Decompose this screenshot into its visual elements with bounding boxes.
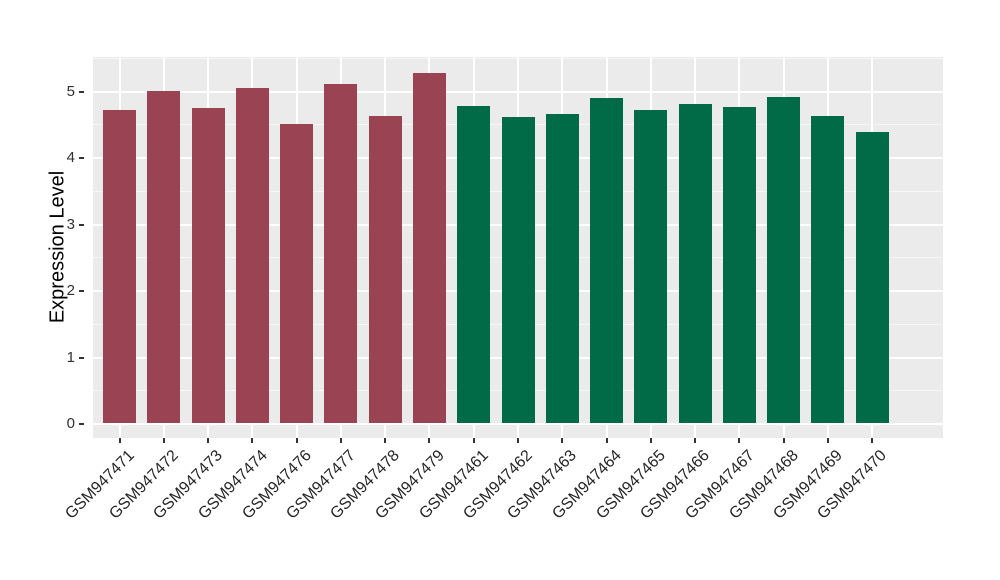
bar-GSM947465 bbox=[634, 109, 668, 423]
x-tick-mark bbox=[428, 438, 431, 443]
x-tick-mark bbox=[782, 438, 785, 443]
x-tick-mark bbox=[738, 438, 741, 443]
x-tick-mark bbox=[649, 438, 652, 443]
bar-GSM947476 bbox=[280, 123, 314, 423]
y-axis-title: Expression Level bbox=[46, 170, 69, 324]
bar-GSM947462 bbox=[501, 117, 535, 423]
bar-GSM947464 bbox=[590, 97, 624, 423]
bar-GSM947468 bbox=[767, 97, 801, 423]
bar-GSM947467 bbox=[722, 107, 756, 423]
y-tick-mark bbox=[79, 423, 84, 425]
y-tick-label: 0 bbox=[66, 415, 75, 432]
y-tick-label: 5 bbox=[66, 82, 75, 100]
bar-GSM947474 bbox=[235, 87, 269, 423]
bar-GSM947461 bbox=[457, 106, 491, 423]
x-tick-mark bbox=[871, 438, 874, 443]
bar-GSM947470 bbox=[855, 131, 889, 423]
bar-GSM947469 bbox=[811, 116, 845, 423]
x-tick-mark bbox=[118, 438, 121, 443]
x-tick-mark bbox=[295, 438, 298, 443]
bar-GSM947466 bbox=[678, 103, 712, 423]
y-tick-label: 4 bbox=[66, 149, 75, 166]
bar-GSM947472 bbox=[147, 90, 181, 423]
x-tick-mark bbox=[561, 438, 564, 443]
bar-GSM947463 bbox=[545, 114, 579, 423]
y-tick-label: 2 bbox=[66, 282, 75, 299]
y-tick-mark bbox=[79, 223, 84, 226]
x-tick-mark bbox=[207, 438, 210, 443]
bar-GSM947478 bbox=[368, 116, 402, 423]
x-tick-mark bbox=[826, 438, 829, 443]
y-tick-label: 3 bbox=[66, 215, 75, 233]
bar-GSM947477 bbox=[324, 83, 358, 423]
y-tick-mark bbox=[79, 356, 84, 359]
x-tick-mark bbox=[251, 438, 254, 443]
bar-GSM947471 bbox=[103, 109, 137, 423]
x-tick-mark bbox=[605, 438, 608, 443]
x-tick-mark bbox=[162, 438, 165, 443]
y-tick-label: 1 bbox=[66, 348, 75, 366]
y-tick-mark bbox=[79, 90, 84, 93]
x-tick-mark bbox=[339, 438, 342, 443]
x-tick-mark bbox=[472, 438, 475, 443]
x-tick-mark bbox=[517, 438, 519, 443]
x-tick-mark bbox=[694, 438, 697, 443]
x-tick-mark bbox=[384, 438, 387, 443]
y-tick-mark bbox=[79, 157, 84, 159]
bar-GSM947473 bbox=[191, 108, 225, 423]
plot-panel bbox=[93, 57, 943, 438]
y-tick-mark bbox=[79, 290, 84, 292]
bar-GSM947479 bbox=[412, 73, 446, 423]
